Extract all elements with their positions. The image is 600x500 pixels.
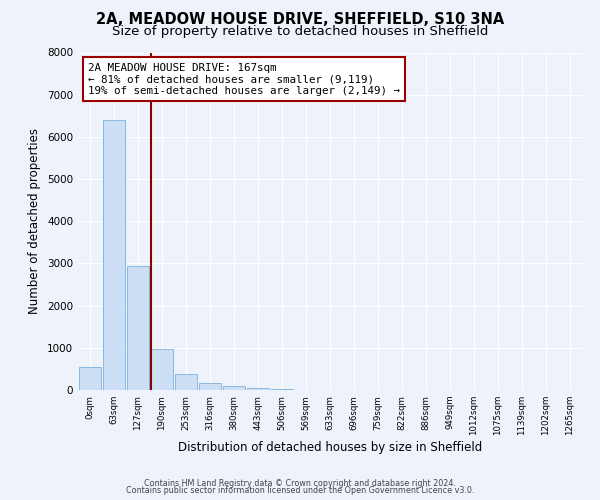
X-axis label: Distribution of detached houses by size in Sheffield: Distribution of detached houses by size … xyxy=(178,441,482,454)
Bar xyxy=(79,367,101,390)
Bar xyxy=(223,386,245,390)
Text: Size of property relative to detached houses in Sheffield: Size of property relative to detached ho… xyxy=(112,25,488,38)
Text: 2A, MEADOW HOUSE DRIVE, SHEFFIELD, S10 3NA: 2A, MEADOW HOUSE DRIVE, SHEFFIELD, S10 3… xyxy=(96,12,504,28)
Bar xyxy=(103,120,125,390)
Text: Contains HM Land Registry data © Crown copyright and database right 2024.: Contains HM Land Registry data © Crown c… xyxy=(144,478,456,488)
Bar xyxy=(127,266,149,390)
Text: Contains public sector information licensed under the Open Government Licence v3: Contains public sector information licen… xyxy=(126,486,474,495)
Y-axis label: Number of detached properties: Number of detached properties xyxy=(28,128,41,314)
Bar xyxy=(175,374,197,390)
Bar xyxy=(199,382,221,390)
Bar xyxy=(151,348,173,390)
Bar xyxy=(271,389,293,390)
Bar xyxy=(247,388,269,390)
Text: 2A MEADOW HOUSE DRIVE: 167sqm
← 81% of detached houses are smaller (9,119)
19% o: 2A MEADOW HOUSE DRIVE: 167sqm ← 81% of d… xyxy=(88,62,400,96)
